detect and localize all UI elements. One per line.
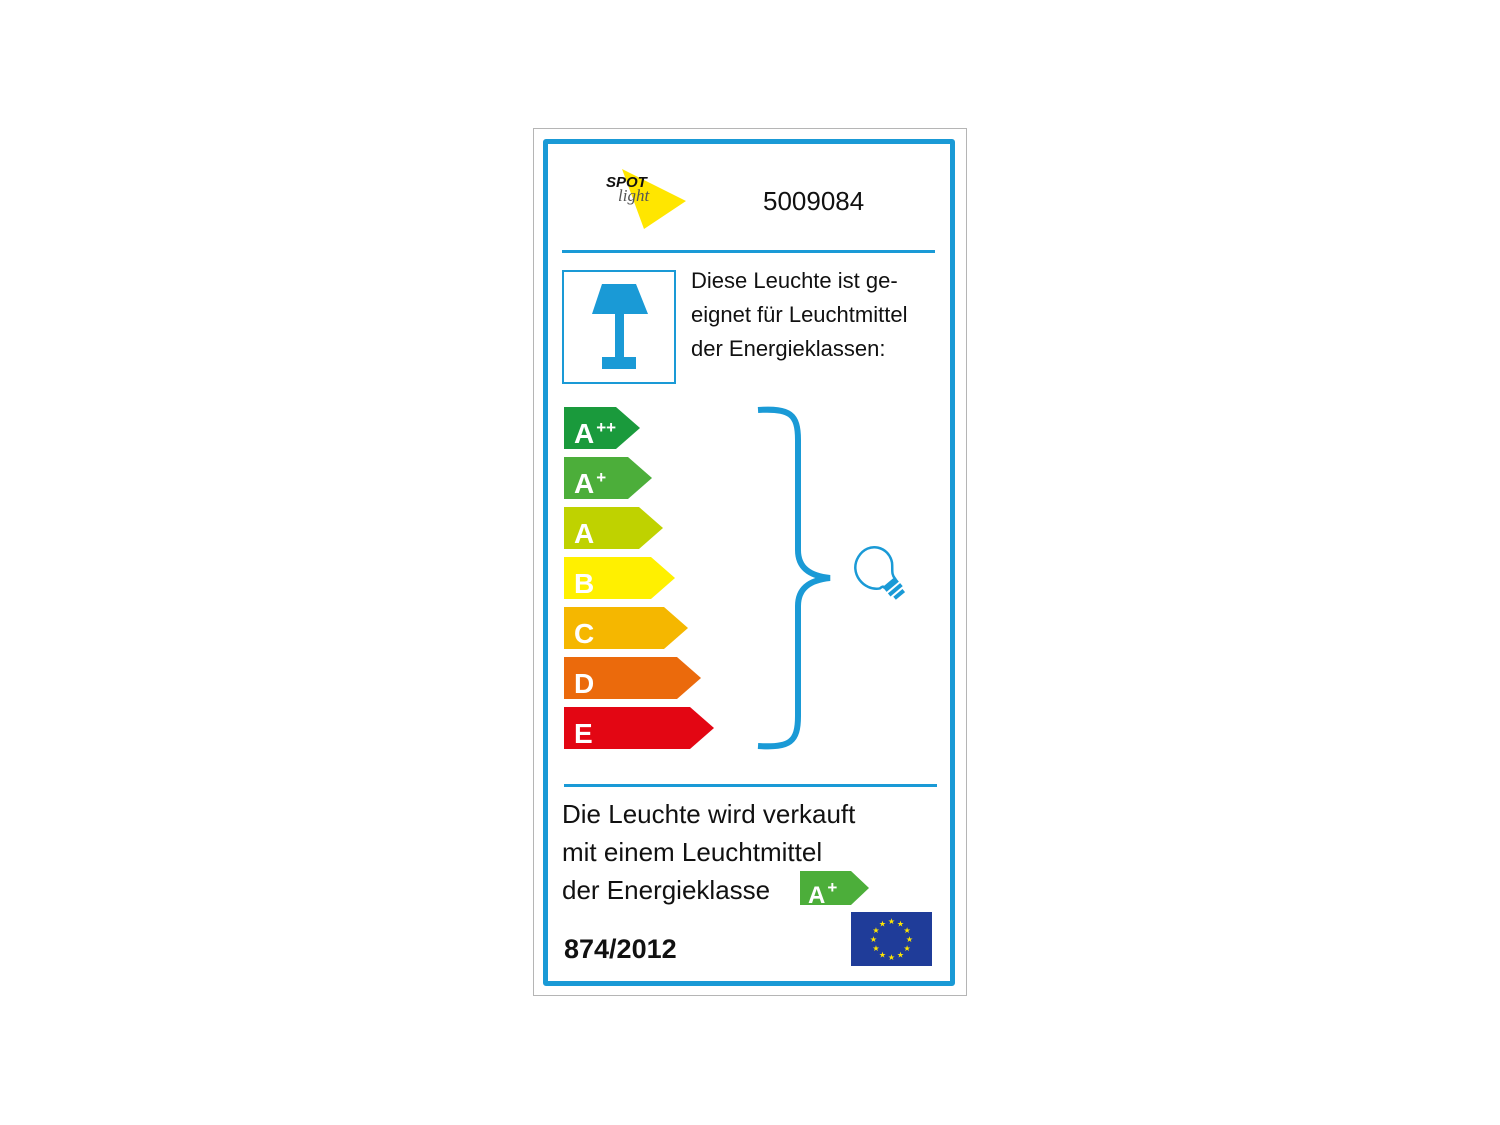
svg-text:SPOT: SPOT <box>606 174 649 191</box>
divider <box>562 250 935 253</box>
class-letter: B <box>574 568 595 599</box>
svg-text:light: light <box>618 186 650 205</box>
energy-class-c: C <box>564 607 688 649</box>
eu-star: ★ <box>879 951 886 960</box>
intro-line: eignet für Leuchtmittel <box>691 302 908 327</box>
table-lamp-icon <box>592 284 648 369</box>
divider <box>564 784 937 787</box>
eu-star: ★ <box>879 919 886 928</box>
eu-star: ★ <box>897 951 904 960</box>
eu-star: ★ <box>888 917 895 926</box>
class-sup: + <box>827 878 838 897</box>
sold-with-text: Die Leuchte wird verkauft mit einem Leuc… <box>562 795 855 909</box>
class-letter: A <box>574 418 595 449</box>
sold-with-line: der Energieklasse <box>562 875 771 905</box>
label-frame <box>543 139 955 986</box>
eu-star: ★ <box>904 944 911 953</box>
eu-star: ★ <box>906 935 913 944</box>
eu-flag-icon: ★ ★ ★ ★ ★ ★ ★ ★ ★ ★ ★ ★ <box>851 912 932 966</box>
energy-class-e: E <box>564 707 714 749</box>
label-outer-border <box>533 128 967 996</box>
class-sup: + <box>596 468 607 487</box>
class-letter: A <box>574 518 595 549</box>
energy-class-a: A <box>564 507 663 549</box>
spotlight-logo: SPOT light <box>606 169 686 229</box>
intro-text: Diese Leuchte ist ge- eignet für Leuchtm… <box>691 264 907 366</box>
regulation-number: 874/2012 <box>564 934 677 964</box>
eu-star: ★ <box>904 926 911 935</box>
eu-star: ★ <box>888 953 895 962</box>
eu-star: ★ <box>870 935 877 944</box>
eu-star: ★ <box>872 944 879 953</box>
energy-class-d: D <box>564 657 701 699</box>
lamp-box <box>562 270 676 384</box>
eu-star: ★ <box>897 919 904 928</box>
energy-class-b: B <box>564 557 675 599</box>
class-letter: C <box>574 618 595 649</box>
sold-with-line: mit einem Leuchtmittel <box>562 837 823 867</box>
intro-line: Diese Leuchte ist ge- <box>691 268 898 293</box>
eu-star: ★ <box>872 926 879 935</box>
class-sup: ++ <box>596 418 617 437</box>
article-number: 5009084 <box>763 186 865 216</box>
light-bulb-icon <box>854 546 906 600</box>
class-letter: A <box>574 468 595 499</box>
sold-with-line: Die Leuchte wird verkauft <box>562 799 856 829</box>
curly-brace <box>757 406 831 750</box>
intro-line: der Energieklassen: <box>691 336 886 361</box>
class-letter: E <box>574 718 593 749</box>
class-letter: A <box>808 882 826 909</box>
class-letter: D <box>574 668 595 699</box>
